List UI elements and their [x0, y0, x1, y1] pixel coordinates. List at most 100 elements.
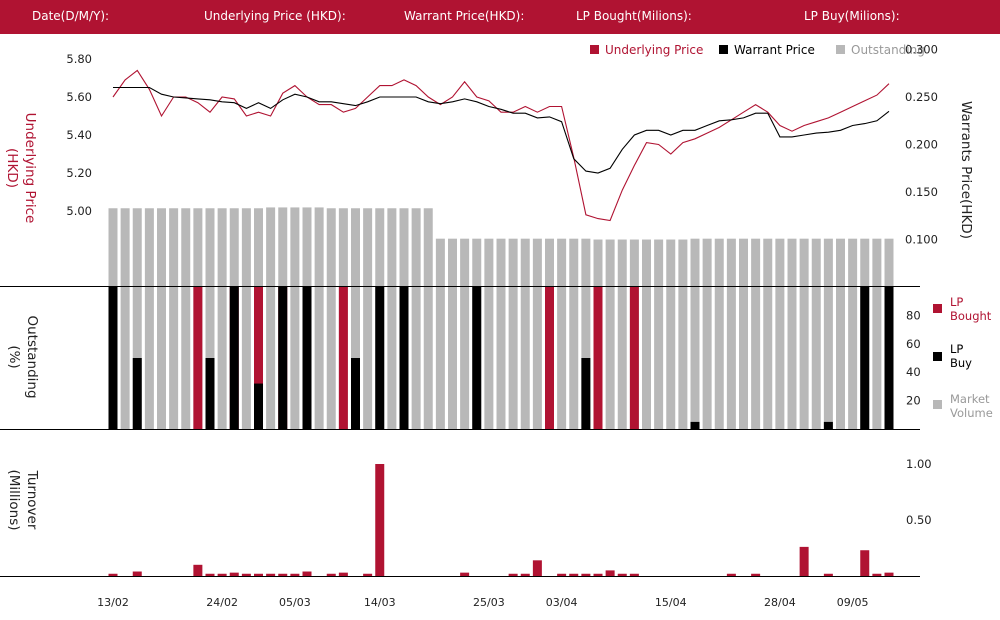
- market-volume-bar: [496, 287, 506, 429]
- market-volume-bar: [799, 287, 809, 429]
- outstanding-bar: [387, 208, 397, 286]
- legend-warrant-swatch: [719, 45, 728, 54]
- outstanding-bar: [144, 208, 154, 286]
- outstanding-bar: [787, 238, 797, 286]
- volume-legend: LP Bought LP Buy Market Volume: [933, 295, 993, 420]
- underlying-price-label: Underlying Price (HKD):: [204, 9, 346, 23]
- x-tick-label: 14/03: [364, 596, 396, 609]
- outstanding-bar: [532, 238, 542, 286]
- turnover-bar: [193, 564, 203, 576]
- outstanding-bar: [605, 239, 615, 286]
- legend-outstanding-label: Outstanding: [851, 43, 925, 57]
- turnover-bar: [460, 572, 470, 576]
- turnover-bar: [872, 573, 882, 576]
- turnover-bar: [290, 573, 300, 576]
- market-volume-bar: [241, 287, 251, 429]
- lp-buy-bar: [205, 358, 215, 429]
- market-volume-bar: [848, 287, 858, 429]
- price-legend: Underlying Price Warrant Price Outstandi…: [590, 43, 925, 57]
- lp-buy-bar: [581, 358, 591, 429]
- lp-buy-bar: [302, 287, 312, 429]
- lp-buy-bar: [108, 287, 118, 429]
- turnover-bar: [375, 464, 385, 576]
- outstanding-bar: [217, 208, 227, 286]
- lp-bought-bar: [338, 287, 348, 429]
- outstanding-bar: [460, 238, 470, 286]
- left-tick-label: 5.60: [66, 90, 92, 104]
- market-volume-bar: [435, 287, 445, 429]
- market-volume-bar: [642, 287, 651, 429]
- lp-bought-bar: [545, 287, 554, 429]
- outstanding-bar: [848, 238, 858, 286]
- turnover-axis-title-line2: (Millions): [6, 469, 22, 530]
- outstanding-bar: [399, 208, 409, 286]
- warrant-price-label: Warrant Price(HKD):: [404, 9, 525, 23]
- turnover-tick-label: 0.50: [906, 513, 932, 527]
- outstanding-bar: [884, 238, 894, 286]
- lp-buy-bar: [132, 358, 142, 429]
- left-tick-label: 5.00: [66, 204, 92, 218]
- outstanding-axis-title-line1: Outstanding: [24, 315, 40, 398]
- market-volume-bar: [448, 287, 457, 429]
- market-volume-bar: [811, 287, 821, 429]
- legend-underlying-label: Underlying Price: [605, 43, 703, 57]
- market-volume-bar: [617, 287, 627, 429]
- outstanding-bar: [241, 208, 251, 286]
- market-volume-bar: [326, 287, 336, 429]
- turnover-bar: [132, 571, 142, 576]
- volume-tick-label: 20: [906, 394, 921, 408]
- legend-lp-bought-line2: Bought: [950, 309, 992, 323]
- lp-buy-bar: [860, 287, 870, 429]
- lp-buy-bar: [229, 287, 239, 429]
- market-volume-bar: [411, 287, 421, 429]
- right-axis-title: Warrants Price(HKD): [958, 101, 974, 239]
- right-tick-label: 0.150: [905, 185, 938, 199]
- outstanding-bar: [254, 208, 263, 286]
- lp-buy-bar: [884, 287, 894, 429]
- outstanding-bar: [193, 208, 203, 286]
- turnover-bar: [593, 573, 603, 576]
- market-volume-bar: [363, 287, 373, 429]
- market-volume-bar: [290, 287, 300, 429]
- outstanding-bar: [702, 238, 712, 286]
- turnover-bar: [278, 573, 288, 576]
- market-volume-bar: [836, 287, 845, 429]
- market-volume-bar: [775, 287, 785, 429]
- outstanding-bar: [763, 238, 773, 286]
- outstanding-bar: [508, 238, 518, 286]
- turnover-bar: [508, 573, 518, 576]
- outstanding-bar: [290, 207, 300, 286]
- x-tick-label: 24/02: [206, 596, 238, 609]
- outstanding-bar: [338, 208, 348, 286]
- left-tick-label: 5.40: [66, 128, 92, 142]
- outstanding-bar: [726, 238, 736, 286]
- right-tick-label: 0.250: [905, 90, 938, 104]
- outstanding-bar: [581, 238, 591, 286]
- outstanding-bar: [836, 238, 845, 286]
- lp-buy-bar: [375, 287, 385, 429]
- legend-lp-buy-line1: LP: [950, 342, 963, 356]
- market-volume-bar: [423, 287, 433, 429]
- legend-lp-bought-line1: LP: [950, 295, 963, 309]
- turnover-bar: [629, 573, 639, 576]
- market-volume-bar: [739, 287, 748, 429]
- outstanding-bar: [302, 207, 312, 286]
- legend-lp-bought-swatch: [933, 304, 942, 313]
- outstanding-bar: [132, 208, 142, 286]
- outstanding-bar: [169, 208, 179, 286]
- market-volume-bar: [532, 287, 542, 429]
- market-volume-bar: [557, 287, 567, 429]
- turnover-bar: [254, 573, 263, 576]
- header-bar: Date(D/M/Y): Underlying Price (HKD): War…: [0, 0, 1000, 34]
- lp-buy-bar: [399, 287, 409, 429]
- lp-bought-bar: [193, 287, 203, 429]
- outstanding-bar: [799, 238, 809, 286]
- outstanding-bar: [411, 208, 421, 286]
- turnover-bar: [326, 573, 336, 576]
- outstanding-bar: [484, 238, 494, 286]
- outstanding-bar: [860, 238, 870, 286]
- x-tick-label: 03/04: [546, 596, 578, 609]
- outstanding-bar: [205, 208, 215, 286]
- outstanding-bar: [569, 238, 579, 286]
